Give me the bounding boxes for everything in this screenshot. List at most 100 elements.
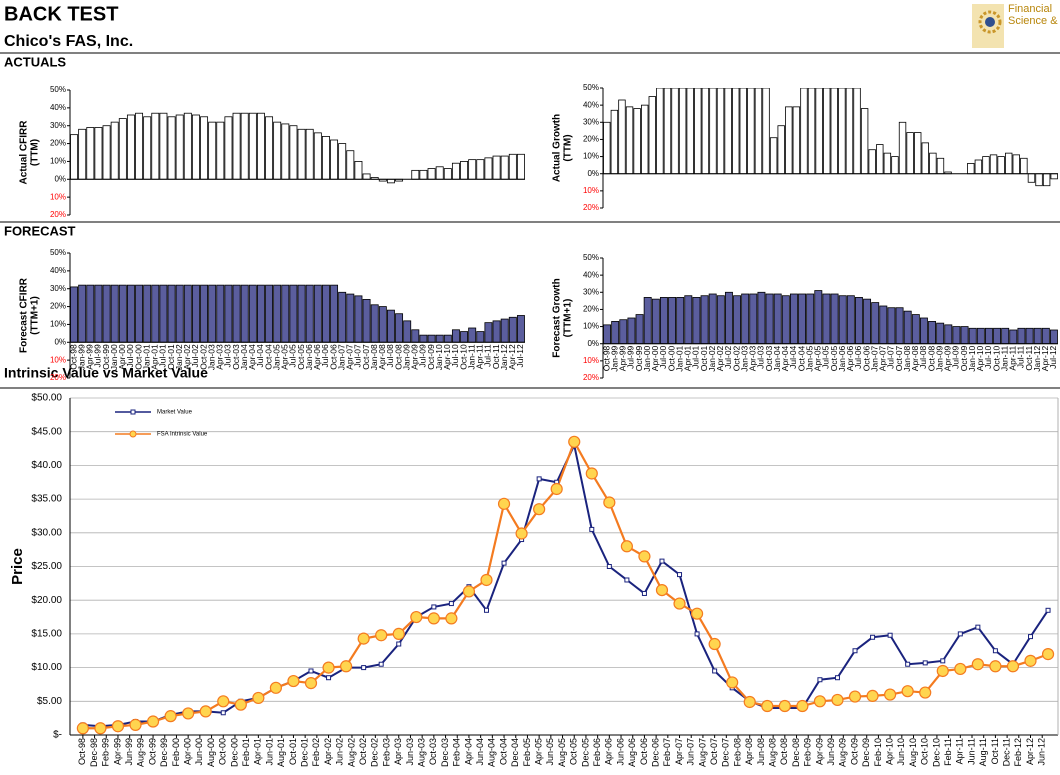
point [536,476,542,482]
point [410,610,423,624]
point [304,677,318,690]
y-tick-label: 50% [50,85,66,94]
logo-text: Science & [1008,15,1058,27]
y-tick-label: 20% [583,373,599,382]
x-tick-label: Apr-02 [323,738,333,765]
x-tick-label: Jul-03 [756,345,766,368]
bar [863,298,872,345]
x-tick-label: Feb-11 [943,738,953,766]
logo-core [985,17,995,27]
bar [656,88,664,175]
y-tick-label: 20% [50,302,66,311]
bar [248,284,257,343]
y-tick-label: $50.00 [31,393,62,404]
y-tick-label: 30% [50,284,66,293]
bar [451,329,460,343]
bar [94,127,103,180]
point [834,675,840,681]
x-tick-label: Jul-12 [1048,345,1058,368]
point [1006,660,1020,673]
bar [765,293,774,345]
section-title: ACTUALS [4,54,66,69]
bar [386,309,395,343]
x-tick-label: Oct-05 [296,344,306,370]
bar [297,284,306,343]
company-name: Chico's FAS, Inc. [4,33,133,50]
point [480,573,493,587]
bar [403,320,412,343]
point [817,677,823,683]
point [501,560,507,566]
point [146,715,160,728]
x-tick-label: Feb-03 [381,738,391,767]
bar [427,334,436,343]
point [533,503,546,516]
bar [692,297,701,345]
bar [741,293,750,345]
bar [974,159,983,175]
bar [208,284,217,343]
bar [625,106,634,175]
x-tick-label: Oct-00 [666,345,676,371]
point [1045,607,1051,613]
bar [167,116,176,180]
bar [1012,154,1020,175]
y-tick-label: 10% [583,356,599,365]
x-tick-label: Aug-03 [417,738,427,767]
bar [879,305,888,345]
x-tick-label: Dec-03 [440,738,450,767]
x-tick-label: Feb-10 [873,738,883,767]
bar [860,108,869,175]
x-tick-label: Apr-03 [393,738,403,765]
bar [815,88,823,175]
x-tick-label: Apr-02 [182,344,192,370]
x-tick-label: Apr-03 [215,344,225,370]
x-tick-label: Jun-05 [545,738,555,766]
bar [240,284,249,343]
bar [443,168,452,180]
bar [1009,329,1018,345]
bar [906,132,914,175]
bar [297,128,306,180]
bar [716,88,725,175]
y-tick-label: 50% [583,83,599,92]
x-tick-label: Jan-09 [401,344,411,370]
point [677,572,683,578]
bar [838,88,846,175]
point [641,590,647,596]
bar [313,284,322,343]
bar [1042,173,1051,187]
bar [346,293,355,343]
bar [929,152,937,175]
x-tick-label: Apr-08 [377,344,387,370]
logo-text: Financial [1008,3,1052,15]
bar [853,88,861,175]
x-tick-label: Feb-02 [311,738,321,767]
x-tick-label: Jan-12 [499,344,509,370]
x-tick-label: Jan-99 [609,345,619,371]
bar [330,284,339,343]
x-tick-label: Feb-08 [732,738,742,767]
bar [903,310,912,345]
x-tick-label: Apr-07 [674,738,684,765]
bars [70,112,525,184]
bar [694,88,702,175]
point [606,564,612,569]
bar [754,88,763,175]
bar [516,153,525,180]
bar [256,284,265,343]
bar [928,321,937,345]
bar [993,327,1002,345]
bar [806,293,815,345]
x-tick-label: Oct-07 [709,738,719,765]
bar [159,112,168,180]
y-tick-label: 20% [50,210,66,219]
point [568,435,581,448]
bar [143,284,152,343]
bar [854,297,863,345]
y-tick-label: 10% [50,355,66,364]
bar [305,128,314,180]
x-tick-label: Oct-03 [428,738,438,765]
x-tick-label: Jun-09 [826,738,836,766]
point [322,661,335,674]
